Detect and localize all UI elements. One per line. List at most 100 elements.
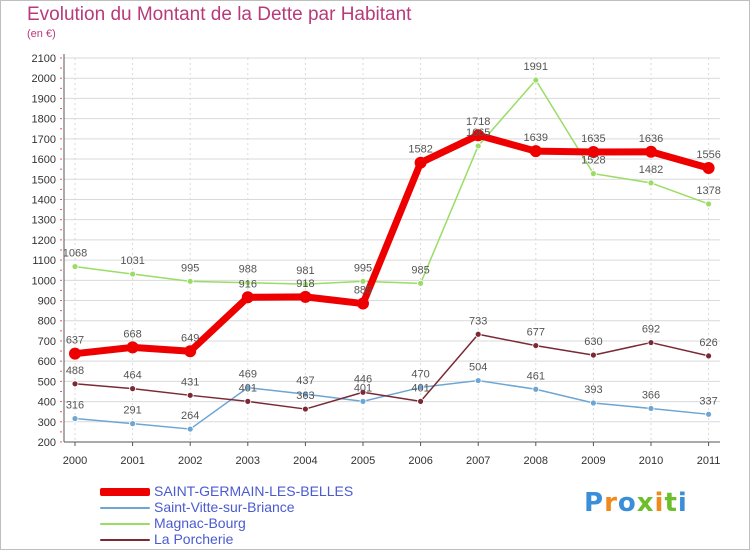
data-point-saint-vitte-sur-briance xyxy=(244,384,252,392)
data-label-la-porcherie: 677 xyxy=(527,327,545,339)
y-tick-label: 900 xyxy=(38,296,56,308)
data-label-saint-vitte-sur-briance: 470 xyxy=(411,368,429,380)
data-label-saint-vitte-sur-briance: 393 xyxy=(584,384,602,396)
data-point-magnac-bourg xyxy=(244,279,252,287)
data-label-saint-germain-les-belles: 637 xyxy=(66,335,84,347)
data-point-saint-vitte-sur-briance xyxy=(532,385,540,393)
data-point-magnac-bourg xyxy=(359,277,367,285)
series-line-saint-vitte-sur-briance xyxy=(74,379,710,430)
data-point-magnac-bourg xyxy=(417,279,425,287)
x-tick-label: 2004 xyxy=(293,455,317,467)
data-point-la-porcherie xyxy=(301,405,309,413)
data-label-la-porcherie: 464 xyxy=(123,370,141,382)
legend-label: Saint-Vitte-sur-Briance xyxy=(154,499,295,515)
series-line-la-porcherie xyxy=(74,333,710,410)
data-label-saint-germain-les-belles: 668 xyxy=(123,328,141,340)
y-tick-label: 1500 xyxy=(32,174,56,186)
data-label-la-porcherie: 431 xyxy=(181,376,199,388)
data-point-saint-germain-les-belles xyxy=(299,290,312,303)
data-point-saint-germain-les-belles xyxy=(529,145,542,158)
x-tick-label: 2008 xyxy=(524,455,548,467)
data-label-saint-germain-les-belles: 1718 xyxy=(466,116,490,128)
x-tick-label: 2009 xyxy=(581,455,605,467)
data-label-saint-vitte-sur-briance: 504 xyxy=(469,362,487,374)
data-point-saint-vitte-sur-briance xyxy=(359,397,367,405)
x-tick-label: 2001 xyxy=(120,455,144,467)
legend-swatch xyxy=(100,488,150,496)
data-point-saint-vitte-sur-briance xyxy=(474,377,482,384)
data-label-la-porcherie: 401 xyxy=(411,382,429,394)
data-point-la-porcherie xyxy=(244,397,252,405)
data-label-saint-germain-les-belles: 1582 xyxy=(408,144,432,156)
data-label-saint-vitte-sur-briance: 401 xyxy=(354,382,372,394)
legend-item-magnac-bourg: Magnac-Bourg xyxy=(100,515,420,532)
data-point-magnac-bourg xyxy=(647,179,655,187)
y-tick-label: 1400 xyxy=(32,194,56,206)
data-label-saint-vitte-sur-briance: 366 xyxy=(642,389,660,401)
data-point-la-porcherie xyxy=(186,391,194,399)
y-tick-label: 1300 xyxy=(32,215,56,227)
data-label-magnac-bourg: 1031 xyxy=(120,255,144,267)
proxiti-logo: Proxiti xyxy=(584,488,688,518)
legend-label: SAINT-GERMAIN-LES-BELLES xyxy=(154,483,354,499)
series-line-magnac-bourg xyxy=(74,79,710,285)
data-label-saint-germain-les-belles: 649 xyxy=(181,332,199,344)
y-tick-label: 1100 xyxy=(32,255,56,267)
data-point-saint-germain-les-belles xyxy=(184,345,197,358)
data-point-saint-vitte-sur-briance xyxy=(590,399,597,407)
legend-swatch xyxy=(100,539,150,541)
legend-label: La Porcherie xyxy=(154,531,234,547)
legend-item-saint-vitte: Saint-Vitte-sur-Briance xyxy=(100,499,420,516)
data-label-saint-vitte-sur-briance: 291 xyxy=(123,405,141,417)
y-tick-label: 800 xyxy=(38,316,56,328)
logo-letter: r xyxy=(604,488,618,518)
data-point-magnac-bourg xyxy=(71,263,79,270)
y-tick-label: 600 xyxy=(38,356,56,368)
data-point-magnac-bourg xyxy=(532,76,540,84)
logo-letter: t xyxy=(664,488,678,518)
data-label-la-porcherie: 630 xyxy=(584,336,602,348)
logo-letter: i xyxy=(654,488,665,518)
data-point-magnac-bourg xyxy=(186,277,194,285)
data-point-la-porcherie xyxy=(359,388,367,396)
data-label-magnac-bourg: 1991 xyxy=(524,61,548,73)
x-tick-label: 2006 xyxy=(408,455,432,467)
data-point-saint-germain-les-belles xyxy=(472,129,485,142)
data-point-saint-vitte-sur-briance xyxy=(301,390,309,398)
data-point-saint-vitte-sur-briance xyxy=(705,410,712,418)
data-point-saint-germain-les-belles xyxy=(357,297,369,310)
data-label-saint-germain-les-belles: 1635 xyxy=(581,133,605,145)
data-label-saint-germain-les-belles: 1639 xyxy=(524,132,548,144)
data-point-saint-vitte-sur-briance xyxy=(417,384,425,391)
x-tick-label: 2010 xyxy=(639,455,663,467)
legend-item-saint-germain: SAINT-GERMAIN-LES-BELLES xyxy=(100,483,420,500)
x-tick-label: 2005 xyxy=(351,455,375,467)
data-point-la-porcherie xyxy=(474,330,482,338)
y-tick-label: 1200 xyxy=(32,235,56,247)
data-label-saint-germain-les-belles: 918 xyxy=(296,278,314,290)
chart-legend: SAINT-GERMAIN-LES-BELLES Saint-Vitte-sur… xyxy=(100,483,420,548)
data-point-la-porcherie xyxy=(71,380,79,388)
data-point-la-porcherie xyxy=(129,385,137,393)
y-tick-label: 200 xyxy=(38,437,56,449)
data-label-saint-vitte-sur-briance: 469 xyxy=(239,369,257,381)
data-label-la-porcherie: 692 xyxy=(642,324,660,336)
data-point-magnac-bourg xyxy=(590,170,597,178)
data-label-la-porcherie: 626 xyxy=(699,337,717,349)
data-point-la-porcherie xyxy=(705,352,712,360)
data-point-saint-germain-les-belles xyxy=(414,156,427,169)
data-point-magnac-bourg xyxy=(705,200,712,208)
data-point-saint-germain-les-belles xyxy=(126,341,139,354)
legend-swatch xyxy=(100,507,150,509)
data-point-saint-germain-les-belles xyxy=(69,347,81,360)
y-tick-label: 1800 xyxy=(32,114,56,126)
data-label-la-porcherie: 401 xyxy=(239,382,257,394)
data-label-saint-vitte-sur-briance: 316 xyxy=(66,400,84,412)
chart-title: Evolution du Montant de la Dette par Hab… xyxy=(27,4,412,25)
data-label-saint-vitte-sur-briance: 461 xyxy=(527,370,545,382)
x-tick-label: 2000 xyxy=(63,455,87,467)
legend-label: Magnac-Bourg xyxy=(154,515,246,531)
data-label-saint-germain-les-belles: 1556 xyxy=(696,149,720,161)
data-point-saint-vitte-sur-briance xyxy=(129,420,137,428)
y-tick-label: 500 xyxy=(38,376,56,388)
